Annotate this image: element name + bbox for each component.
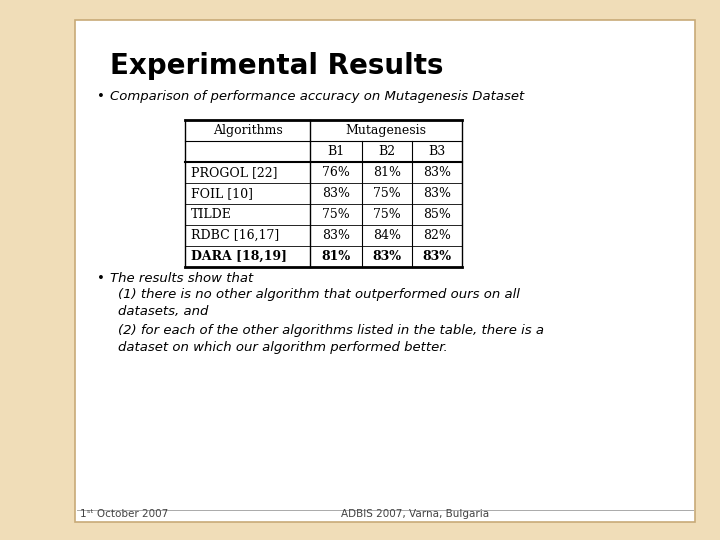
Text: 83%: 83% — [372, 250, 402, 263]
Text: B1: B1 — [328, 145, 345, 158]
Text: DARA [18,19]: DARA [18,19] — [191, 250, 287, 263]
Text: (2) for each of the other algorithms listed in the table, there is a
dataset on : (2) for each of the other algorithms lis… — [118, 324, 544, 354]
Text: Comparison of performance accuracy on Mutagenesis Dataset: Comparison of performance accuracy on Mu… — [110, 90, 524, 103]
Text: 75%: 75% — [373, 187, 401, 200]
Text: The results show that: The results show that — [110, 272, 253, 285]
Text: 85%: 85% — [423, 208, 451, 221]
Text: 1ˢᵗ October 2007: 1ˢᵗ October 2007 — [80, 509, 168, 519]
Text: 83%: 83% — [423, 250, 451, 263]
Text: 84%: 84% — [373, 229, 401, 242]
Text: B3: B3 — [428, 145, 446, 158]
FancyBboxPatch shape — [75, 20, 695, 522]
Text: Algorithms: Algorithms — [212, 124, 282, 137]
Text: Experimental Results: Experimental Results — [110, 52, 444, 80]
Text: •: • — [97, 90, 105, 103]
Text: •: • — [97, 272, 105, 285]
Text: 83%: 83% — [423, 166, 451, 179]
Text: 75%: 75% — [373, 208, 401, 221]
Text: 82%: 82% — [423, 229, 451, 242]
Text: 83%: 83% — [322, 229, 350, 242]
Text: Mutagenesis: Mutagenesis — [346, 124, 426, 137]
Text: 75%: 75% — [322, 208, 350, 221]
Text: 81%: 81% — [321, 250, 351, 263]
Text: PROGOL [22]: PROGOL [22] — [191, 166, 277, 179]
Text: RDBC [16,17]: RDBC [16,17] — [191, 229, 279, 242]
Text: 83%: 83% — [322, 187, 350, 200]
Text: 81%: 81% — [373, 166, 401, 179]
Text: B2: B2 — [379, 145, 395, 158]
Text: (1) there is no other algorithm that outperformed ours on all
datasets, and: (1) there is no other algorithm that out… — [118, 288, 520, 319]
Text: 76%: 76% — [322, 166, 350, 179]
Text: FOIL [10]: FOIL [10] — [191, 187, 253, 200]
Text: ADBIS 2007, Varna, Bulgaria: ADBIS 2007, Varna, Bulgaria — [341, 509, 489, 519]
Text: 83%: 83% — [423, 187, 451, 200]
Text: TILDE: TILDE — [191, 208, 232, 221]
